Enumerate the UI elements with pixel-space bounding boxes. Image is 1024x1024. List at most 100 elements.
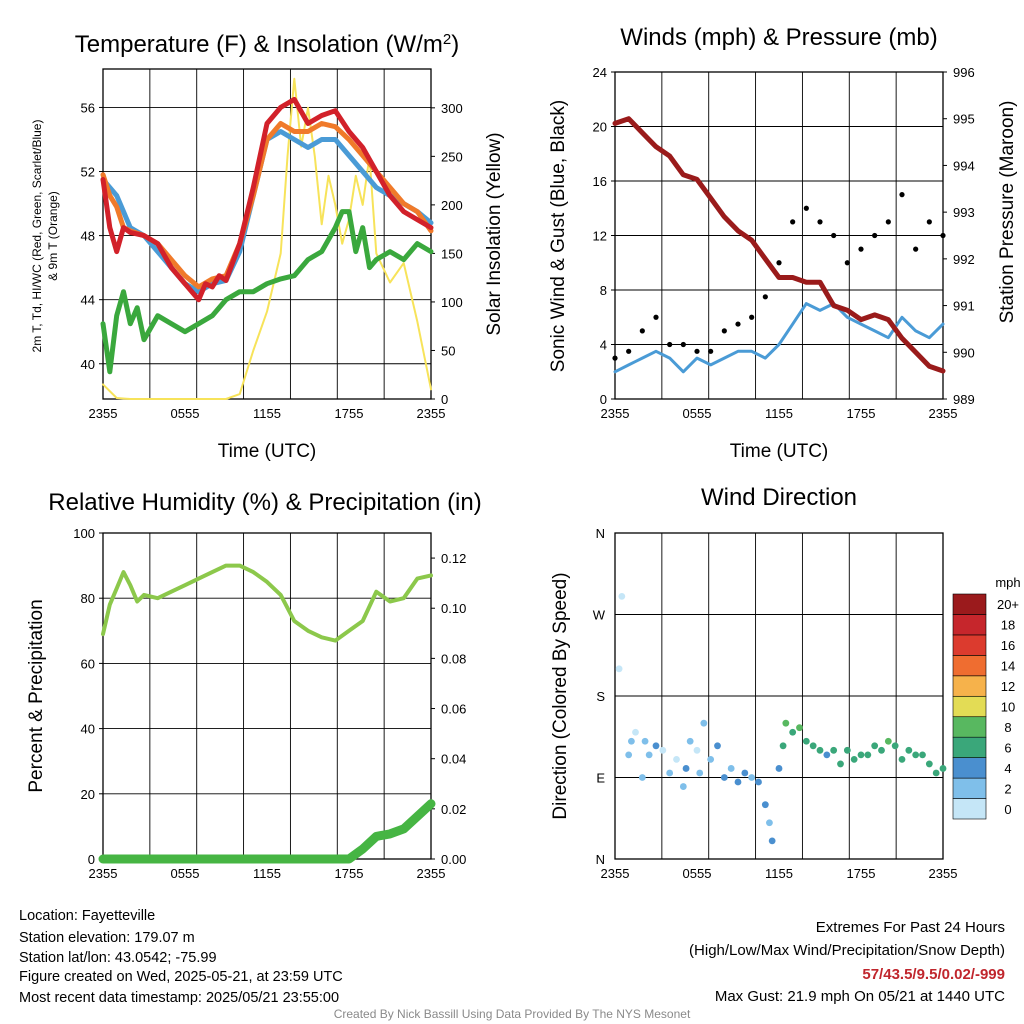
series-hi-wc [100,129,434,295]
direction-point [802,737,810,745]
y2-tick-label: 0.04 [441,752,466,767]
direction-point [645,751,653,759]
panel-temperature [102,68,432,400]
y2-tick-label: 0.02 [441,802,466,817]
colorbar-label: 16 [1001,638,1015,653]
gust-point [790,219,796,225]
extremes-values: 57/43.5/9.5/0.02/-999 [862,966,1005,983]
direction-point [628,737,635,745]
direction-point [939,765,947,772]
y-tick-label: 8 [600,283,607,298]
gust-point [694,348,700,354]
direction-point [830,746,838,754]
x-tick-label: 1155 [253,406,281,421]
y-tick-label: 0 [88,852,95,867]
series-sonic-wind [613,302,945,374]
y-tick-label: 4 [600,338,607,353]
gust-point [872,232,878,239]
y2-tick-label: 0.00 [441,852,466,867]
colorbar-label: 2 [1004,781,1011,796]
credit-line: Created By Nick Bassill Using Data Provi… [333,1007,691,1021]
y2-tick-label: 991 [953,299,975,314]
direction-point [741,769,749,777]
y-tick-label: 44 [81,293,95,308]
y2-tick-label: 0 [441,392,448,407]
gust-point [735,321,741,327]
y-axis-label: Percent & Precipitation [26,599,47,792]
y-tick-label: S [596,689,605,704]
gust-point [762,294,768,300]
x-axis-label: Time (UTC) [218,441,317,462]
colorbar-swatch [952,614,987,636]
y2-tick-label: 990 [953,345,975,360]
gust-point [885,219,891,225]
x-tick-label: 2355 [929,866,958,881]
gust-point [667,341,673,348]
x-tick-label: 1155 [253,866,281,881]
chart-title: Relative Humidity (%) & Precipitation (i… [48,489,481,516]
direction-point [823,751,831,759]
direction-point [707,755,715,763]
colorbar-swatch [952,634,987,656]
y2-tick-label: 50 [441,343,455,358]
x-tick-label: 1755 [847,406,876,421]
gust-point [680,341,686,348]
gust-point [858,246,864,252]
y-tick-label: N [596,852,605,867]
station-latlon: Station lat/lon: 43.0542; -75.99 [19,950,217,966]
y-axis-label: 2m T, Td, HI/WC (Red, Green, Scarlet/Blu… [30,120,44,353]
max-gust: Max Gust: 21.9 mph On 05/21 at 1440 UTC [714,988,1005,1005]
x-tick-label: 0555 [171,866,200,881]
colorbar-label: 10 [1001,700,1015,715]
direction-point [682,765,690,772]
direction-point [673,755,680,763]
y-tick-label: 52 [81,165,95,180]
direction-point [641,737,649,745]
x-tick-label: 1155 [765,866,793,881]
y-tick-label: 12 [593,229,607,244]
direction-point [775,765,783,772]
colorbar-swatch [952,655,987,677]
colorbar-swatch [952,757,987,779]
direction-point [748,774,756,781]
direction-point [652,742,660,750]
gust-point [721,328,727,334]
y-tick-label: W [593,608,606,623]
x-tick-label: 2355 [601,406,630,421]
direction-point [720,774,728,781]
gust-point [626,348,632,354]
x-tick-label: 2355 [89,866,118,881]
direction-point [766,819,773,827]
y2-tick-label: 0.08 [441,651,466,666]
direction-point [898,755,906,763]
colorbar-label: 20+ [997,597,1019,612]
gust-point [612,355,618,361]
colorbar-unit: mph [995,575,1020,590]
colorbar-label: 6 [1004,740,1011,755]
gust-point [776,260,782,266]
gust-point [913,246,919,252]
direction-point [891,742,899,750]
recent-timestamp: Most recent data timestamp: 2025/05/21 2… [19,990,340,1006]
x-tick-label: 1755 [335,866,364,881]
y-tick-label: 24 [593,65,607,80]
series-relative-humidity [101,563,433,643]
x-tick-label: 2355 [417,866,446,881]
chart-title: Temperature (F) & Insolation (W/m2) [75,31,459,59]
y-tick-label: 100 [73,526,95,541]
direction-point [659,746,667,754]
y-tick-label: 16 [593,174,607,189]
direction-point [679,783,687,790]
x-tick-label: 0555 [171,406,200,421]
direction-point [768,837,776,845]
direction-point [638,774,646,781]
direction-point [905,746,913,754]
chart-title: Winds (mph) & Pressure (mb) [620,24,937,51]
station-location: Location: Fayetteville [19,908,156,924]
colorbar-label: 0 [1004,802,1011,817]
direction-point [857,751,865,759]
gust-point [803,205,809,211]
gust-point [831,232,837,239]
y2-tick-label: 300 [441,101,463,116]
series-2m-t [100,96,434,303]
